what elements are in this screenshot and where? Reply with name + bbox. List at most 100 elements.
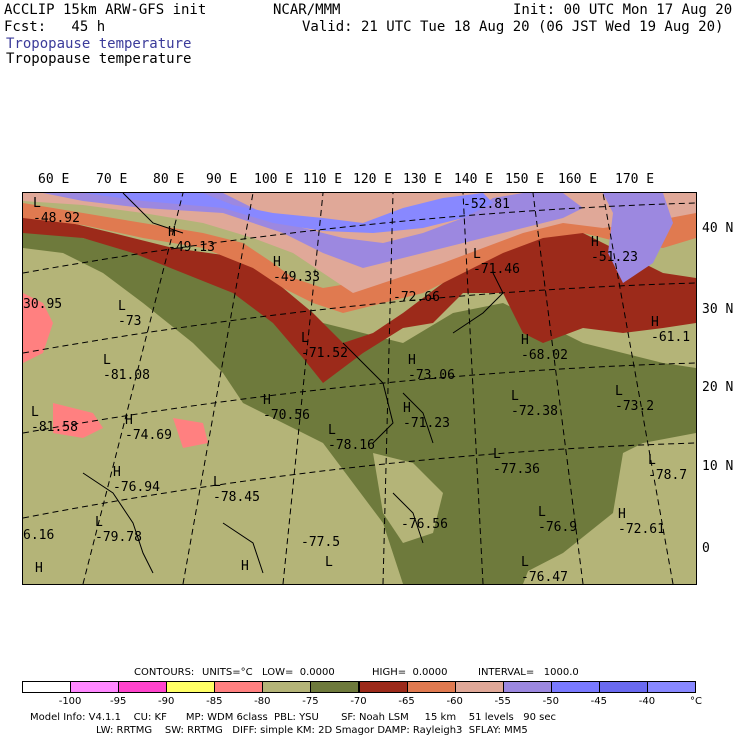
band-olive-south [383,383,623,584]
map-panel: L -48.92 H -49.13 H -49.33 -52.81 H -51.23 L… [22,192,697,585]
extremum-label: -72.66 [393,290,440,305]
extremum-label: H [241,559,249,574]
colorbar-swatch [646,681,696,693]
colorbar-swatch [70,681,120,693]
model-info-line2: LW: RRTMG SW: RRTMG DIFF: simple KM: 2D … [96,725,528,736]
extremum-label: H -70.56 [263,393,310,423]
lon-label-140e: 140 E [454,172,494,187]
extremum-label: H [35,561,43,576]
colorbar-swatch [550,681,600,693]
extremum-label: H -51.23 [591,235,638,265]
band-minus80-minus85-south [53,403,103,438]
institution-label: NCAR/MMM [273,2,341,18]
extremum-label: L [325,555,333,570]
lon-label-120e: 120 E [353,172,393,187]
lat-label-10n: 10 N [702,459,734,474]
colorbar-swatch [262,681,312,693]
colorbar-tick-label: -55 [494,696,511,707]
extremum-label: L -81.08 [103,353,150,383]
model-info-line1: Model Info: V4.1.1 CU: KF MP: WDM 6class… [30,712,556,723]
colorbar-swatch [358,681,408,693]
extremum-label: L -78.7 [648,453,688,483]
colorbar-swatch [502,681,552,693]
extremum-label: L -76.9 [538,505,578,535]
lon-label-130e: 130 E [403,172,443,187]
extremum-label: -76.56 [401,517,448,532]
lat-label-0: 0 [702,541,710,556]
contour-units: UNITS=°C [202,667,253,678]
lon-label-170e: 170 E [615,172,655,187]
extremum-label: H -68.02 [521,333,568,363]
extremum-label: H -49.33 [273,255,320,285]
lon-label-70e: 70 E [96,172,128,187]
init-time: Init: 00 UTC Mon 17 Aug 20 [513,2,733,18]
contour-low: LOW= 0.0000 [262,667,335,678]
band-tan-patch [373,453,443,543]
contour-high: HIGH= 0.0000 [372,667,448,678]
band-minus65-minus70 [23,211,696,383]
extremum-label: L -79.78 [95,515,142,545]
band-pink-patch [173,418,208,448]
graticule [23,193,696,584]
colorbar-swatch [214,681,264,693]
colorbar-tick-label: -45 [590,696,608,707]
colorbar-tick-label: -60 [446,696,463,707]
model-title: ACCLIP 15km ARW-GFS init [4,2,207,18]
extremum-label: L -48.92 [33,196,80,226]
lat-label-40n: 40 N [702,221,734,236]
lat-label-30n: 30 N [702,302,734,317]
extremum-label: 30.95 [23,297,63,312]
extremum-label: L -71.46 [473,247,520,277]
extremum-label: H -71.23 [403,401,450,431]
valid-time: Valid: 21 UTC Tue 18 Aug 20 (06 JST Wed … [302,19,724,35]
lon-label-80e: 80 E [153,172,185,187]
extremum-label: L -81.58 [31,405,78,435]
lon-label-100e: 100 E [254,172,294,187]
extremum-label: L -73 [118,299,142,329]
field-title-secondary: Tropopause temperature [6,51,192,67]
extremum-label: L -72.38 [511,389,558,419]
lon-label-90e: 90 E [206,172,238,187]
extremum-label: H -73.06 [408,353,455,383]
colorbar-tick-label: -50 [542,696,559,707]
extremum-label: H -72.61 [618,507,665,537]
colorbar-swatch [406,681,456,693]
extremum-label: H -49.13 [168,225,215,255]
temperature-field [23,193,696,584]
colorbar-swatch [118,681,168,693]
extremum-label: L -71.52 [301,331,348,361]
colorbar-swatch [166,681,216,693]
colorbar-swatch [454,681,504,693]
extremum-label: L -78.16 [328,423,375,453]
colorbar-tick-label: -70 [350,696,367,707]
colorbar-swatch [310,681,360,693]
colorbar-swatch [598,681,648,693]
extremum-label: -52.81 [463,197,510,212]
extremum-label: L -76.47 [521,555,568,585]
colorbar-tick-label: -95 [109,696,127,707]
colorbar-tick-label: -65 [398,696,415,707]
field-title-primary: Tropopause temperature [6,36,192,52]
band-minus80-minus85-west [23,293,53,363]
coastlines [82,193,504,574]
lat-label-20n: 20 N [702,380,734,395]
colorbar-tick-label: -85 [206,696,223,707]
lon-label-60e: 60 E [38,172,70,187]
colorbar-tick-label: -40 [638,696,656,707]
extremum-label: H -76.94 [113,465,160,495]
colorbar-swatch [22,681,72,693]
contours-label: CONTOURS: [134,667,195,678]
extremum-label: L -77.36 [493,447,540,477]
extremum-label: L -73.2 [615,384,655,414]
colorbar-tick-label: -100 [58,696,82,707]
colorbar-tick-label: -80 [254,696,271,707]
forecast-hour: Fcst: 45 h [4,19,106,35]
extremum-label: 6.16 [23,528,55,543]
extremum-label: -77.5 [301,535,341,550]
lon-label-160e: 160 E [558,172,598,187]
lon-label-110e: 110 E [303,172,343,187]
extremum-label: L -78.45 [213,475,260,505]
band-minus45-minus50 [83,193,493,233]
colorbar-tick-label: -75 [302,696,319,707]
band-lavender-east [603,193,673,283]
